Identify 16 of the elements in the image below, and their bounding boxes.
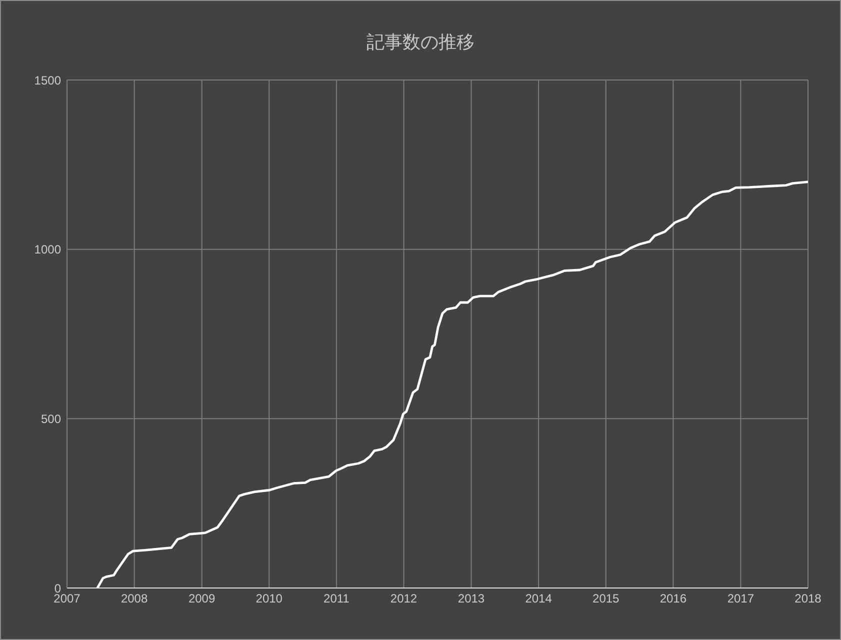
- x-tick-label: 2011: [324, 592, 350, 606]
- y-tick-label: 500: [40, 412, 62, 426]
- line-series: [96, 180, 808, 588]
- x-tick-label: 2017: [727, 592, 754, 606]
- chart-title: 記事数の推移: [366, 31, 476, 53]
- x-tick-label: 2015: [592, 592, 620, 606]
- x-tick-label: 2009: [188, 592, 216, 606]
- y-tick-label: 1000: [34, 242, 62, 257]
- x-tick-label: 2018: [794, 592, 822, 606]
- x-tick-label: 2008: [120, 592, 148, 606]
- x-tick-label: 2014: [525, 592, 552, 606]
- x-tick-label: 2012: [390, 592, 418, 606]
- x-tick-label: 2010: [256, 592, 283, 606]
- x-tick-label: 2013: [458, 592, 485, 606]
- y-tick-label: 1500: [34, 73, 62, 88]
- x-tick-label: 2016: [660, 592, 687, 606]
